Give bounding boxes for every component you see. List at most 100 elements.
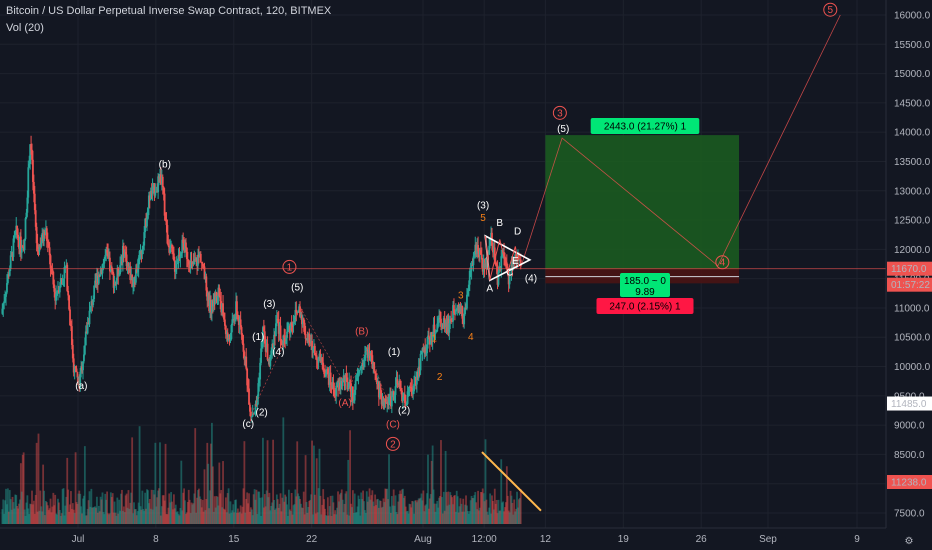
candle-body bbox=[113, 284, 116, 288]
candle-body bbox=[263, 331, 266, 344]
price-axis[interactable]: 7500.08000.08500.09000.09500.010000.0105… bbox=[885, 0, 932, 528]
volume-bars bbox=[1, 417, 522, 524]
volume-ma-tag-box bbox=[887, 396, 932, 411]
volume-bar bbox=[275, 494, 278, 524]
candle-body bbox=[45, 228, 47, 236]
volume-bar bbox=[83, 495, 85, 524]
candle-body bbox=[392, 391, 395, 400]
countdown-tag-box bbox=[887, 277, 932, 292]
volume-bar bbox=[1, 509, 4, 524]
volume-indicator-label[interactable]: Vol (20) bbox=[6, 22, 44, 34]
volume-bar bbox=[374, 494, 377, 524]
candle-body bbox=[204, 276, 207, 280]
volume-bar bbox=[354, 512, 357, 524]
volume-bar bbox=[27, 508, 30, 524]
candle-body bbox=[509, 274, 512, 276]
volume-bar bbox=[356, 506, 359, 524]
chart-title: Bitcoin / US Dollar Perpetual Inverse Sw… bbox=[6, 5, 332, 17]
wave-connector bbox=[251, 307, 390, 414]
volume-bar bbox=[167, 507, 170, 524]
candle-body bbox=[488, 245, 491, 255]
candle-body bbox=[504, 256, 506, 262]
volume-bar bbox=[188, 499, 191, 524]
volume-bar bbox=[136, 511, 139, 524]
candle-body bbox=[463, 314, 466, 325]
wave-label: C bbox=[506, 268, 513, 279]
candle-body bbox=[361, 362, 364, 367]
volume-bar bbox=[222, 461, 224, 524]
volume-bar bbox=[196, 497, 198, 524]
volume-bar bbox=[61, 489, 64, 524]
volume-bar bbox=[328, 506, 331, 524]
candle-body bbox=[303, 322, 306, 334]
volume-bar bbox=[263, 494, 266, 524]
candle-body bbox=[277, 319, 280, 334]
candle-body bbox=[310, 340, 313, 343]
volume-bar bbox=[384, 488, 387, 524]
volume-bar bbox=[464, 504, 466, 524]
drawings[interactable] bbox=[0, 14, 886, 512]
volume-bar bbox=[70, 508, 73, 524]
price-tick-label: 12500.0 bbox=[894, 216, 931, 227]
candle-body bbox=[73, 366, 76, 373]
volume-bar bbox=[420, 493, 423, 524]
candle-body bbox=[266, 343, 269, 360]
volume-bar bbox=[287, 515, 289, 524]
candle-body bbox=[517, 254, 519, 261]
volume-bar bbox=[399, 490, 402, 524]
volume-bar bbox=[461, 511, 464, 524]
volume-bar bbox=[230, 512, 233, 524]
candle-body bbox=[121, 261, 123, 263]
volume-bar bbox=[499, 510, 502, 524]
volume-bar bbox=[160, 506, 163, 524]
volume-bar bbox=[490, 513, 492, 524]
volume-bar bbox=[313, 445, 315, 524]
candle-body bbox=[159, 174, 161, 178]
candle-body bbox=[323, 370, 326, 375]
time-axis[interactable]: Jul 8 15 22 Aug 12:00 12 19 26 Sep 9 ⚙ bbox=[0, 527, 932, 550]
position-info-line1: 185.0 ~ 0 bbox=[624, 276, 666, 287]
candle-body bbox=[35, 226, 38, 244]
candle-body bbox=[401, 390, 403, 401]
volume-bar bbox=[243, 441, 246, 524]
candle-body bbox=[94, 280, 96, 286]
volume-bar bbox=[311, 440, 313, 524]
volume-bar bbox=[66, 457, 69, 524]
volume-bar bbox=[471, 498, 474, 524]
candle-body bbox=[415, 371, 418, 385]
candle-body bbox=[214, 292, 217, 302]
price-tick-label: 13500.0 bbox=[894, 157, 931, 168]
candle-body bbox=[250, 416, 253, 418]
volume-bar bbox=[429, 494, 432, 524]
candle-body bbox=[30, 144, 32, 150]
candle-body bbox=[81, 366, 83, 371]
volume-bar bbox=[33, 513, 36, 524]
candle-body bbox=[297, 310, 300, 313]
candle-body bbox=[454, 309, 457, 315]
volume-bar bbox=[478, 510, 480, 524]
volume-bar bbox=[452, 504, 454, 524]
time-tick-label: Sep bbox=[759, 534, 777, 545]
candle-body bbox=[207, 293, 210, 301]
candle-body bbox=[377, 381, 379, 385]
volume-bar bbox=[186, 502, 189, 524]
volume-bar bbox=[86, 508, 89, 524]
candle-body bbox=[272, 343, 275, 348]
volume-bar bbox=[483, 501, 486, 524]
candle-body bbox=[497, 271, 500, 285]
volume-bar bbox=[78, 490, 81, 524]
candle-body bbox=[364, 350, 367, 355]
volume-bar bbox=[466, 511, 469, 524]
position-zones[interactable] bbox=[545, 135, 740, 284]
candle-body bbox=[254, 403, 257, 412]
volume-tag-box bbox=[887, 475, 932, 489]
volume-bar bbox=[355, 512, 358, 524]
candle-body bbox=[333, 389, 336, 397]
volume-bar bbox=[357, 495, 360, 524]
volume-bar bbox=[32, 504, 34, 524]
candle-body bbox=[285, 338, 288, 344]
volume-bar bbox=[445, 492, 448, 524]
candle-body bbox=[461, 305, 464, 319]
candle-body bbox=[197, 254, 199, 266]
